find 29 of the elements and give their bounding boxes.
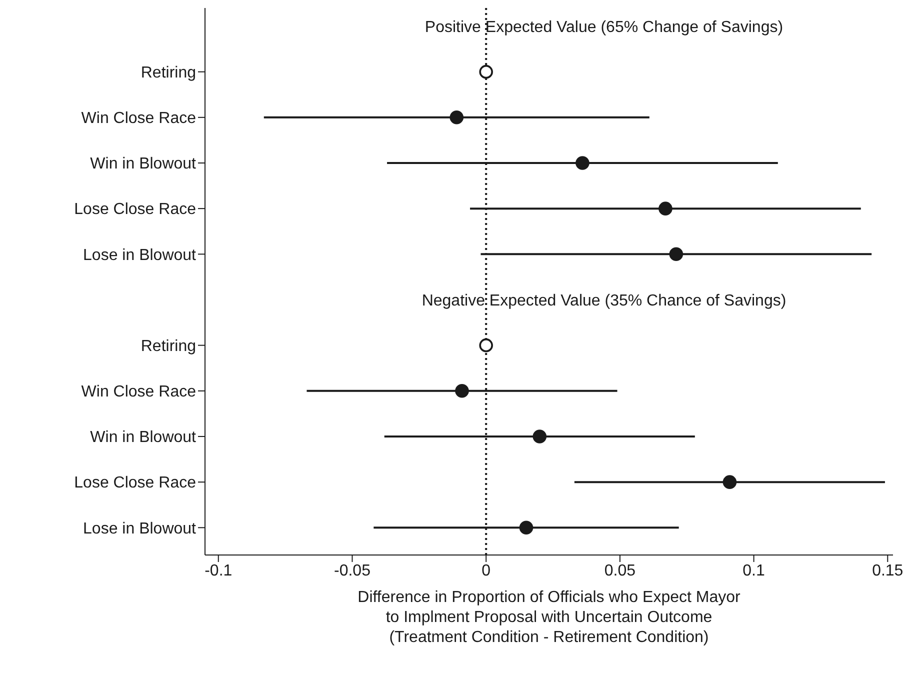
point: [722, 475, 737, 489]
point: [576, 156, 590, 170]
y-tick-label: Lose Close Race: [74, 201, 196, 218]
x-tick-label: 0.1: [742, 562, 766, 580]
x-tick-label: 0: [482, 562, 491, 580]
point: [479, 64, 493, 79]
y-tick-label: Win Close Race: [81, 110, 196, 128]
y-tick-label: Lose in Blowout: [83, 520, 197, 538]
annotation: Positive Expected Value (65% Change of Savings): [424, 18, 784, 36]
y-tick-label: Win in Blowout: [90, 429, 197, 446]
point: [669, 247, 684, 262]
x-axis-title: Difference in Proportion of Officials who Expect Mayor to Implment Proposal with Uncertain Outcome (Treatment Condition - Retirement Condition): [356, 588, 742, 648]
y-tick-label: Retiring: [140, 64, 196, 82]
x-tick-label: -0.05: [334, 562, 371, 580]
point: [519, 520, 534, 535]
y-tick-label: Win in Blowout: [90, 156, 197, 173]
x-tick-label: -0.1: [204, 562, 232, 580]
x-tick-label: 0.05: [604, 562, 636, 580]
point: [658, 202, 672, 216]
x-tick-label: 0.15: [872, 562, 904, 580]
y-tick-label: Lose in Blowout: [83, 246, 197, 264]
annotation: Negative Expected Value (35% Chance of Savings): [422, 292, 786, 310]
point: [455, 384, 469, 398]
y-tick-label: Lose Close Race: [74, 474, 196, 492]
point: [532, 430, 547, 444]
point: [479, 338, 493, 352]
point: [450, 110, 464, 124]
y-tick-label: Retiring: [140, 338, 196, 355]
y-tick-label: Win Close Race: [81, 384, 196, 401]
